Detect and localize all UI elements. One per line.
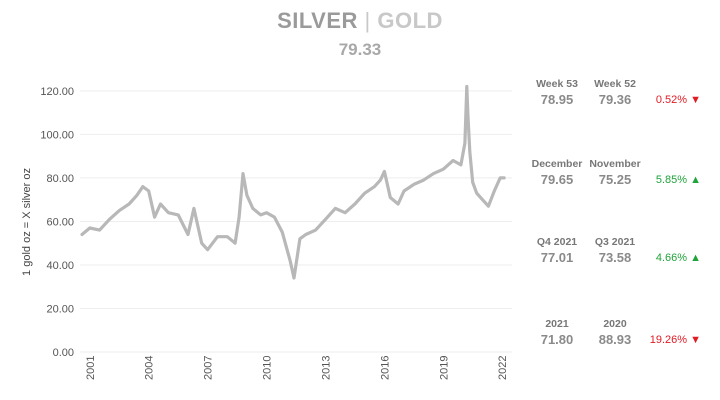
stat-previous-label: Q3 2021 bbox=[594, 236, 636, 248]
y-tick-label: 120.00 bbox=[40, 86, 74, 98]
y-tick-label: 100.00 bbox=[40, 129, 74, 141]
current-ratio: 79.33 bbox=[338, 40, 382, 59]
stat-block: 2021 71.80 2020 88.93 19.26% ▼ bbox=[525, 318, 715, 366]
x-tick-label: 2022 bbox=[497, 356, 509, 380]
stat-current-value: 78.95 bbox=[540, 92, 574, 107]
stat-change: 4.66% ▲ bbox=[656, 252, 701, 264]
stat-previous: November 75.25 bbox=[585, 158, 645, 187]
gridlines bbox=[80, 90, 512, 353]
stat-current: 2021 71.80 bbox=[527, 318, 587, 347]
stat-change-value: 0.52% bbox=[655, 94, 688, 106]
stat-change: 19.26% ▼ bbox=[650, 334, 701, 346]
y-tick-label: 40.00 bbox=[46, 260, 74, 272]
stat-previous-value: 88.93 bbox=[598, 332, 632, 347]
stat-change: 0.52% ▼ bbox=[656, 94, 701, 106]
title-gold: GOLD bbox=[377, 8, 443, 33]
y-axis-ticks: 0.00 20.00 40.00 60.00 80.00 100.00 120.00 bbox=[40, 86, 74, 359]
x-tick-label: 2019 bbox=[438, 356, 450, 380]
stat-current-value: 71.80 bbox=[540, 332, 574, 347]
stat-block: Q4 2021 77.01 Q3 2021 73.58 4.66% ▲ bbox=[525, 236, 715, 284]
stat-previous-value: 75.25 bbox=[598, 172, 632, 187]
stat-change-value: 4.66% bbox=[655, 252, 688, 264]
arrow-down-icon: ▼ bbox=[690, 94, 701, 106]
stat-previous-label: 2020 bbox=[603, 318, 627, 330]
stat-previous: Week 52 79.36 bbox=[585, 78, 645, 107]
x-tick-label: 2010 bbox=[262, 356, 274, 380]
stat-current-label: Week 53 bbox=[536, 78, 578, 90]
arrow-up-icon: ▲ bbox=[690, 252, 701, 264]
stat-change-value: 5.85% bbox=[655, 174, 688, 186]
stat-previous: Q3 2021 73.58 bbox=[585, 236, 645, 265]
series-group bbox=[80, 84, 506, 280]
stat-previous-value: 79.36 bbox=[598, 92, 632, 107]
title-silver: SILVER bbox=[277, 8, 358, 33]
y-tick-label: 0.00 bbox=[53, 347, 74, 359]
stat-block: December 79.65 November 75.25 5.85% ▲ bbox=[525, 158, 715, 206]
stat-current-label: 2021 bbox=[545, 318, 569, 330]
stat-current-value: 77.01 bbox=[540, 250, 574, 265]
stat-change: 5.85% ▲ bbox=[656, 174, 701, 186]
stat-block: Week 53 78.95 Week 52 79.36 0.52% ▼ bbox=[525, 78, 715, 126]
y-axis-label: 1 gold oz = X silver oz bbox=[21, 168, 33, 276]
stat-current: Q4 2021 77.01 bbox=[527, 236, 587, 265]
ratio-line-chart: 0.00 20.00 40.00 60.00 80.00 100.00 120.00 200… bbox=[21, 84, 512, 380]
stat-change-value: 19.26% bbox=[649, 334, 688, 346]
chart-title: SILVER | GOLD bbox=[0, 8, 720, 34]
x-tick-label: 2001 bbox=[85, 356, 97, 380]
title-separator: | bbox=[364, 8, 371, 33]
ratio-series-line bbox=[80, 84, 506, 280]
x-axis-ticks: 2001 2004 2007 2010 2013 2016 2019 2022 bbox=[85, 356, 509, 380]
arrow-up-icon: ▲ bbox=[690, 174, 701, 186]
stat-current-label: December bbox=[531, 158, 583, 170]
x-tick-label: 2016 bbox=[379, 356, 391, 380]
stat-current: Week 53 78.95 bbox=[527, 78, 587, 107]
stat-current: December 79.65 bbox=[527, 158, 587, 187]
y-tick-label: 80.00 bbox=[46, 173, 74, 185]
stat-current-label: Q4 2021 bbox=[536, 236, 578, 248]
y-tick-label: 20.00 bbox=[46, 303, 74, 315]
y-tick-label: 60.00 bbox=[46, 216, 74, 228]
arrow-down-icon: ▼ bbox=[690, 334, 701, 346]
stat-current-value: 79.65 bbox=[540, 172, 574, 187]
stat-previous-value: 73.58 bbox=[598, 250, 632, 265]
x-tick-label: 2004 bbox=[144, 356, 156, 380]
stat-previous: 2020 88.93 bbox=[585, 318, 645, 347]
stat-previous-label: November bbox=[589, 158, 641, 170]
x-tick-label: 2013 bbox=[320, 356, 332, 380]
x-tick-label: 2007 bbox=[203, 356, 215, 380]
stat-previous-label: Week 52 bbox=[594, 78, 636, 90]
